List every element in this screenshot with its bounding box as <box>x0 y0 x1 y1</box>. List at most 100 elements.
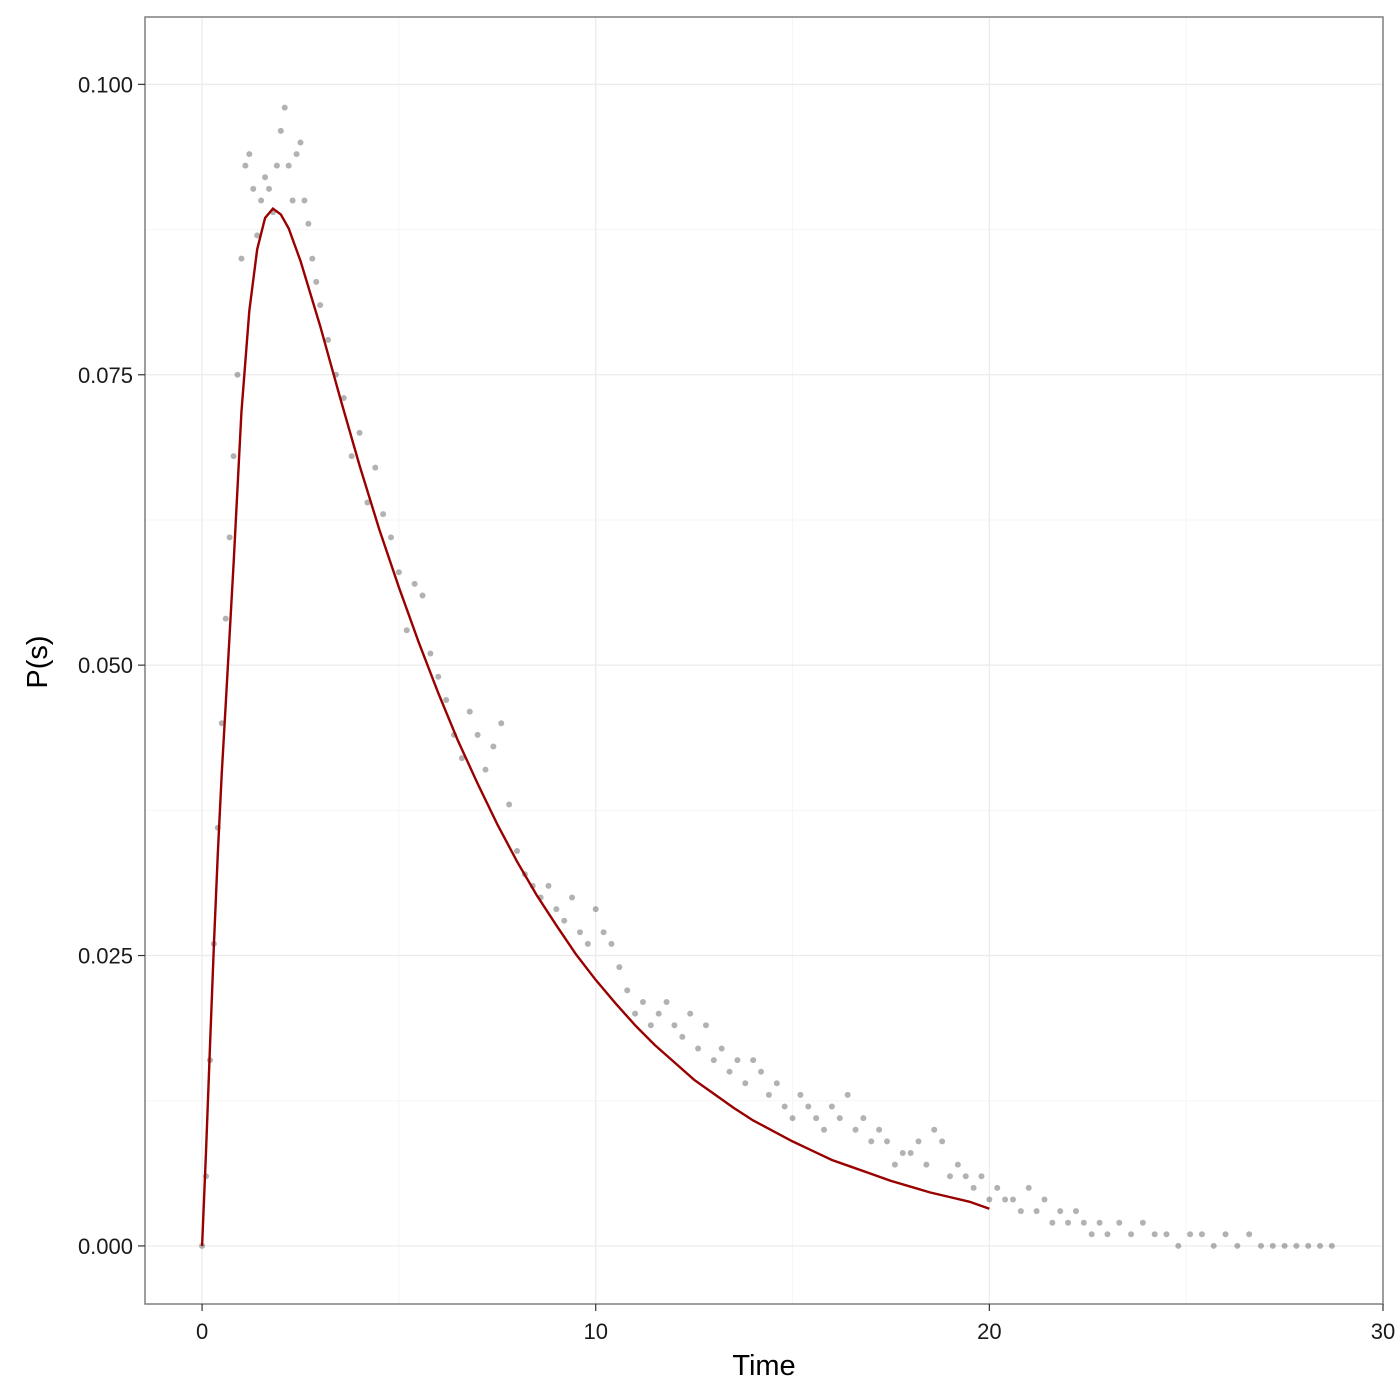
scatter-point <box>1269 1242 1276 1249</box>
scatter-point <box>1080 1219 1087 1226</box>
scatter-point <box>1163 1231 1170 1238</box>
scatter-point <box>380 511 387 518</box>
scatter-point <box>218 720 225 727</box>
scatter-point <box>1088 1231 1095 1238</box>
scatter-point <box>986 1196 993 1203</box>
scatter-point <box>1041 1196 1048 1203</box>
scatter-point <box>915 1138 922 1145</box>
scatter-point <box>663 998 670 1005</box>
scatter-point <box>246 151 253 158</box>
scatter-point <box>789 1115 796 1122</box>
scatter-point <box>474 731 481 738</box>
scatter-point <box>513 847 520 854</box>
scatter-point <box>576 929 583 936</box>
scatter-point <box>584 940 591 947</box>
scatter-point <box>608 940 615 947</box>
scatter-point <box>348 453 355 460</box>
scatter-point <box>297 139 304 146</box>
scatter-point <box>860 1115 867 1122</box>
scatter-point <box>482 766 489 773</box>
scatter-point <box>273 162 280 169</box>
scatter-point <box>939 1138 946 1145</box>
scatter-point <box>1139 1219 1146 1226</box>
scatter-point <box>632 1010 639 1017</box>
scatter-point <box>254 232 261 239</box>
scatter-point <box>962 1173 969 1180</box>
scatter-point <box>970 1184 977 1191</box>
scatter-point <box>561 917 568 924</box>
fit-line <box>200 207 990 1246</box>
scatter-point <box>262 174 269 181</box>
scatter-point <box>427 650 434 657</box>
x-tick-label: 0 <box>196 1319 208 1344</box>
scatter-point <box>222 615 229 622</box>
scatter-point <box>1187 1231 1194 1238</box>
scatter-point <box>868 1138 875 1145</box>
scatter-point <box>695 1045 702 1052</box>
scatter-point <box>498 720 505 727</box>
scatter-point <box>946 1173 953 1180</box>
scatter-point <box>281 104 288 111</box>
scatter-point <box>907 1149 914 1156</box>
scatter-point <box>466 708 473 715</box>
scatter-point <box>954 1161 961 1168</box>
scatter-point <box>718 1045 725 1052</box>
scatter-point <box>313 278 320 285</box>
scatter-point <box>1128 1231 1135 1238</box>
scatter-point <box>226 534 233 541</box>
scatter-point <box>1049 1219 1056 1226</box>
scatter-point <box>388 534 395 541</box>
scatter-point <box>289 197 296 204</box>
scatter-points <box>199 104 1335 1249</box>
scatter-point <box>258 197 265 204</box>
scatter-point <box>372 464 379 471</box>
scatter-point <box>250 185 257 192</box>
scatter-point <box>600 929 607 936</box>
x-tick-label: 30 <box>1371 1319 1395 1344</box>
scatter-point <box>679 1033 686 1040</box>
scatter-point <box>293 151 300 158</box>
x-axis-title: Time <box>732 1350 795 1382</box>
scatter-point <box>923 1161 930 1168</box>
scatter-point <box>435 673 442 680</box>
scatter-point <box>1116 1219 1123 1226</box>
scatter-point <box>813 1115 820 1122</box>
scatter-point <box>1222 1231 1229 1238</box>
scatter-point <box>750 1057 757 1064</box>
scatter-point <box>655 1010 662 1017</box>
scatter-point <box>805 1103 812 1110</box>
scatter-point <box>978 1173 985 1180</box>
scatter-point <box>356 429 363 436</box>
scatter-point <box>931 1126 938 1133</box>
scatter-point <box>1246 1231 1253 1238</box>
scatter-point <box>1002 1196 1009 1203</box>
x-axis-ticks: 0 10 20 30 <box>196 1304 1395 1344</box>
scatter-point <box>687 1010 694 1017</box>
scatter-point <box>884 1138 891 1145</box>
y-axis-ticks: 0.000 0.025 0.050 0.075 0.100 <box>78 72 145 1259</box>
scatter-point <box>734 1057 741 1064</box>
scatter-point <box>702 1022 709 1029</box>
scatter-point <box>1104 1231 1111 1238</box>
scatter-point <box>1033 1208 1040 1215</box>
scatter-point <box>443 696 450 703</box>
panel-border <box>144 16 1384 1305</box>
y-tick-label: 0.025 <box>78 944 133 969</box>
x-tick-label: 20 <box>977 1319 1001 1344</box>
x-tick-label: 10 <box>583 1319 607 1344</box>
scatter-point <box>1234 1242 1241 1249</box>
fit-line-group <box>200 207 990 1246</box>
scatter-point <box>876 1126 883 1133</box>
scatter-point <box>994 1184 1001 1191</box>
scatter-point <box>301 197 308 204</box>
scatter-point <box>1317 1242 1324 1249</box>
scatter-point <box>1096 1219 1103 1226</box>
scatter-point <box>545 882 552 889</box>
scatter-point <box>309 255 316 262</box>
scatter-point <box>742 1080 749 1087</box>
scatter-point <box>891 1161 898 1168</box>
scatter-point <box>844 1091 851 1098</box>
scatter-point <box>1175 1242 1182 1249</box>
